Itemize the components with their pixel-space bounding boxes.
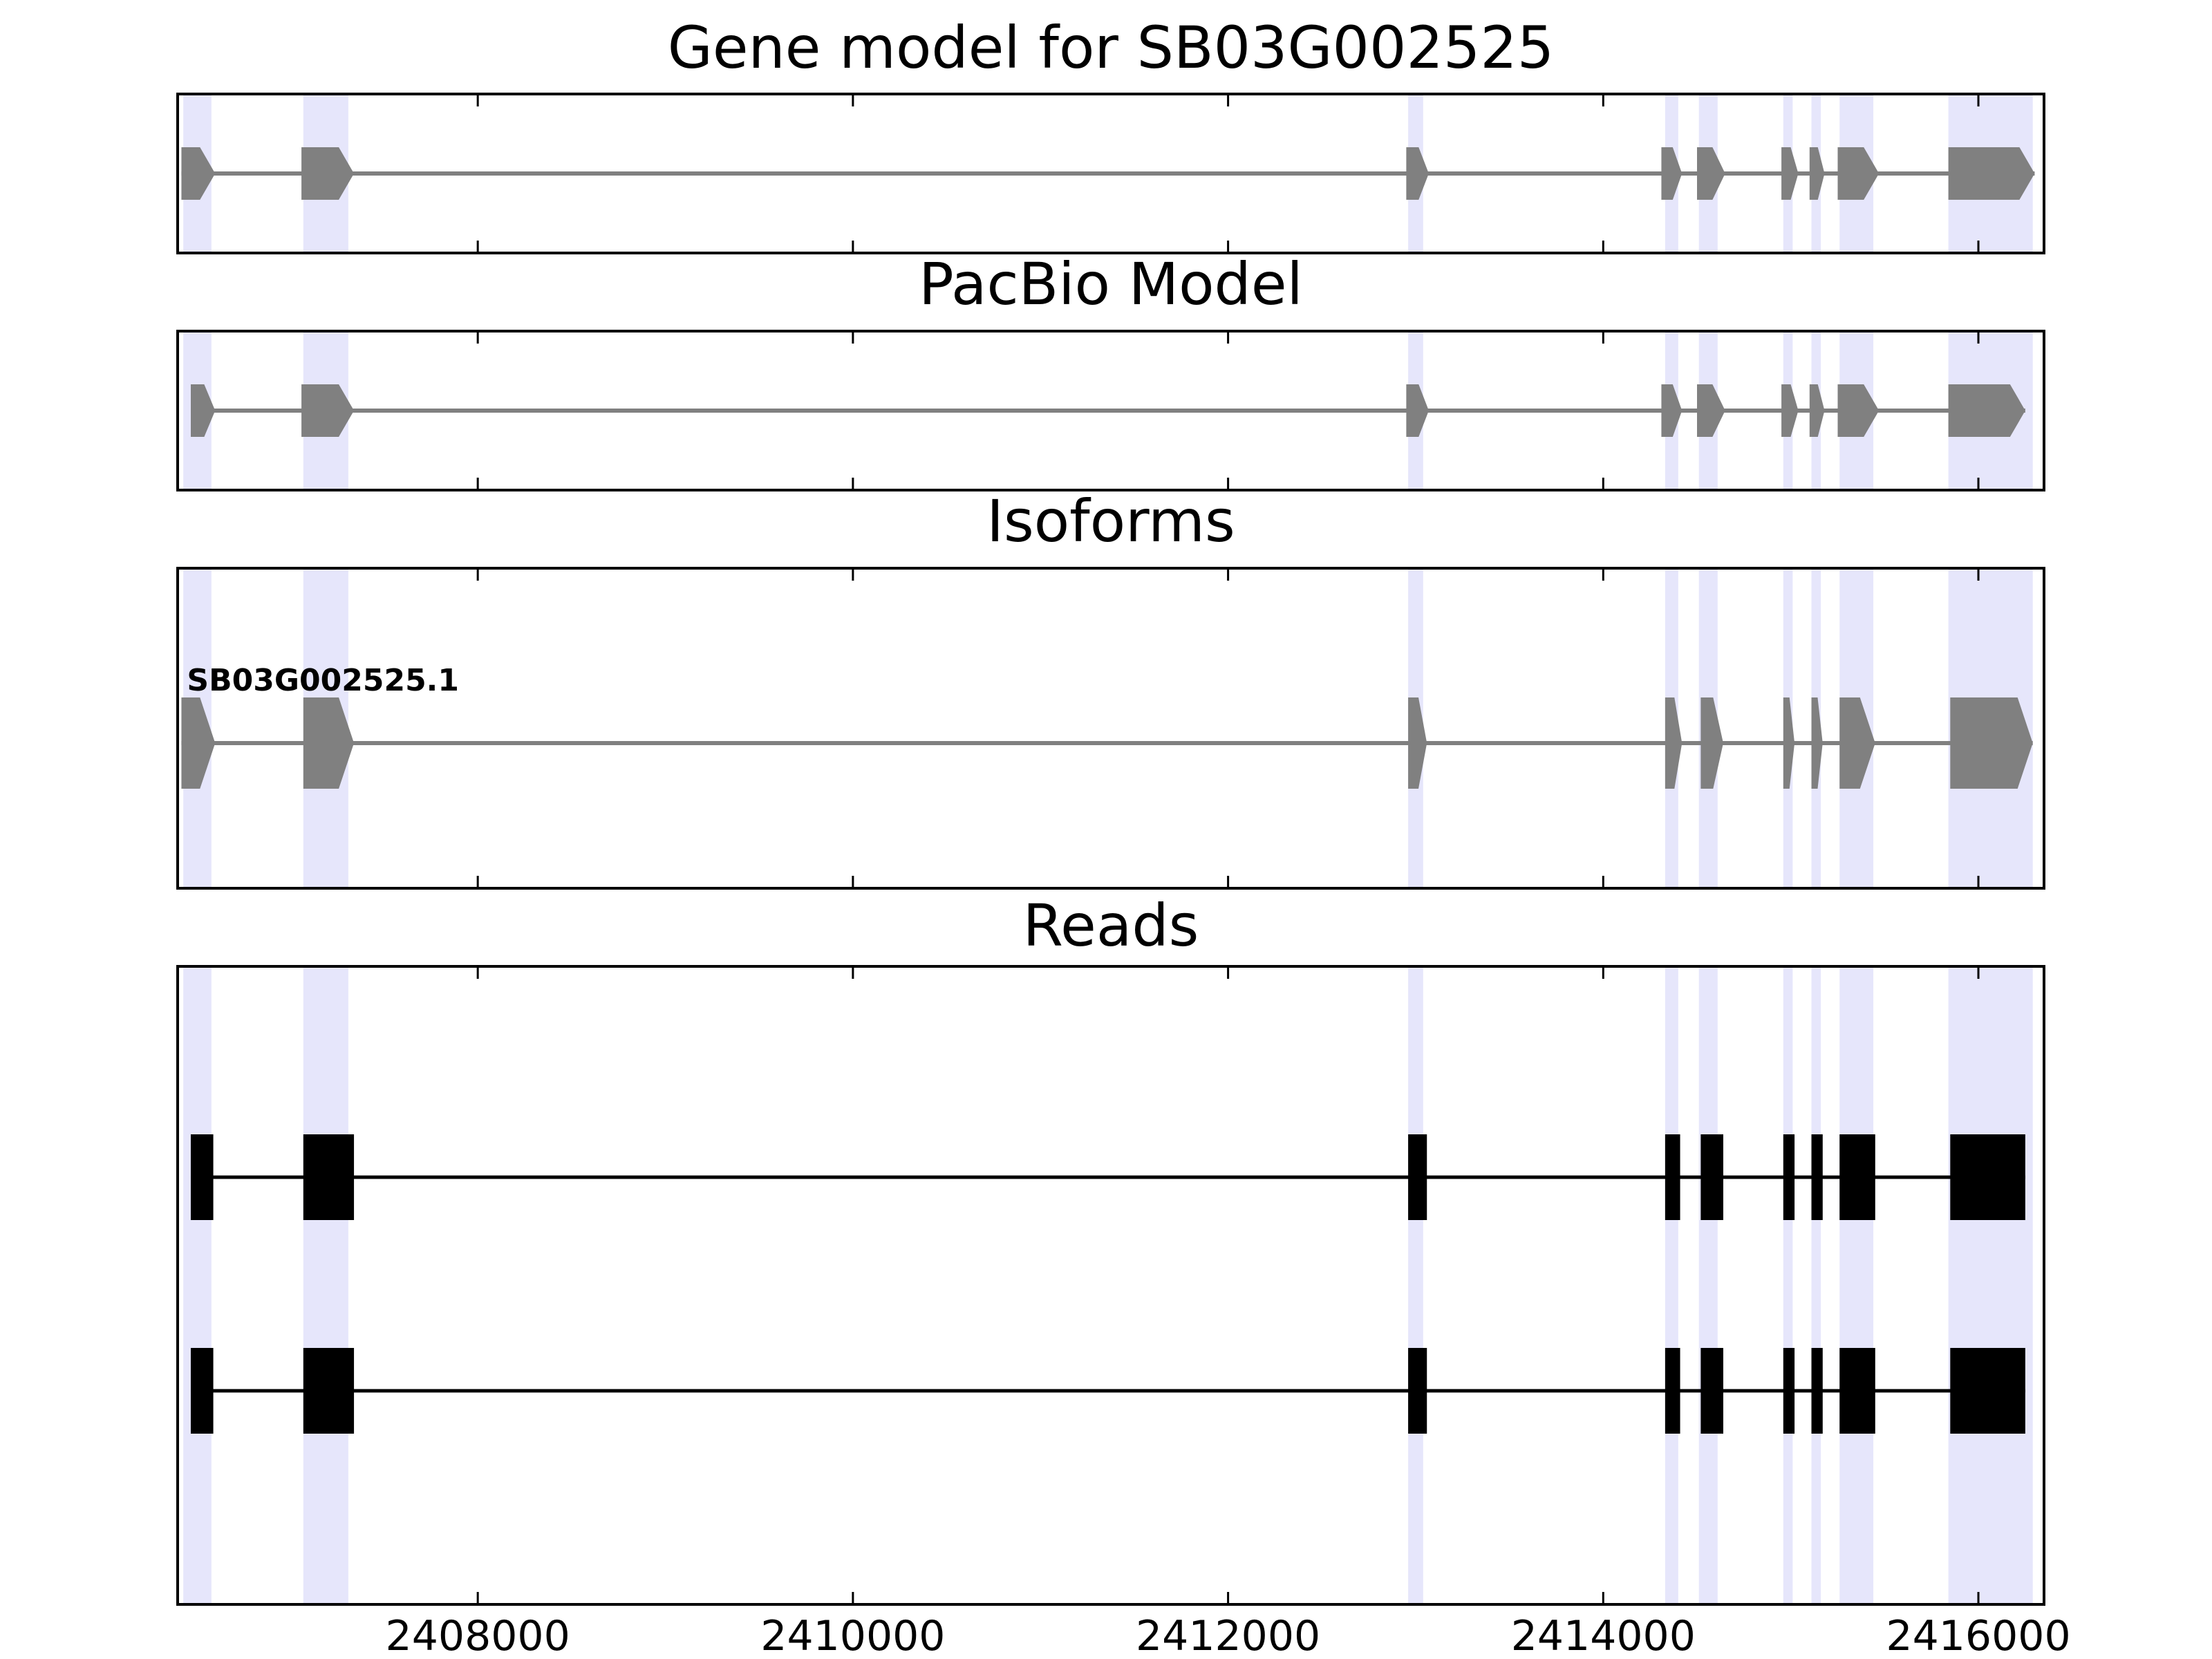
read-exon-block [303,1134,355,1220]
exon-arrow [1783,697,1795,789]
exon-highlight-band [183,966,212,1604]
exon-arrow [1837,147,1880,200]
exon-highlight-band [1408,966,1423,1604]
x-axis: 2408000 2410000 2412000 2414000 2416000 [386,1612,2071,1659]
read-exon-block [1811,1134,1823,1220]
exon-highlight-band [1665,966,1678,1604]
exon-highlight-band [1811,966,1821,1604]
exon-arrow [303,697,355,789]
exon-arrow [1809,384,1825,437]
read-exon-block [1700,1134,1723,1220]
model-row [190,1348,2025,1434]
model-row [190,1134,2025,1220]
exon-highlight-band [303,966,348,1604]
read-exon-block [1950,1134,2025,1220]
exon-arrow [1661,147,1683,200]
x-tick-label: 2416000 [1886,1612,2070,1659]
exon-arrow [1811,697,1823,789]
model-row [190,384,2025,437]
panel-isoforms: Isoforms SB03G002525.1 [176,487,2045,890]
exon-arrow [1948,384,2025,437]
exon-arrow [1700,697,1723,789]
read-exon-block [190,1348,214,1434]
exon-arrow [1839,697,1875,789]
x-tick-label: 2414000 [1511,1612,1696,1659]
panel-title: Gene model for SB03G002525 [668,14,1554,82]
model-row [181,147,2035,200]
exon-arrow [1809,147,1825,200]
panel-pacbio-model: PacBio Model [176,250,2045,491]
read-exon-block [1665,1134,1680,1220]
exon-arrow [190,384,216,437]
read-exon-block [1950,1348,2025,1434]
read-exon-block [190,1134,214,1220]
panel-frame [176,330,2045,491]
read-exon-block [303,1348,355,1434]
read-exon-block [1665,1348,1680,1434]
exon-arrow [181,697,216,789]
x-tick-label: 2408000 [386,1612,570,1659]
exon-arrow [301,384,355,437]
exon-arrow [1781,384,1799,437]
panel-gene-model: Gene model for SB03G002525 [176,14,2045,254]
exon-highlight-band [1783,966,1793,1604]
exon-highlight-band [1698,966,1718,1604]
read-exon-block [1783,1348,1795,1434]
panel-reads: Reads [176,892,2045,1606]
read-exon-block [1839,1348,1875,1434]
exon-arrow [1696,147,1725,200]
model-row: SB03G002525.1 [181,663,2033,789]
panel-frame [176,567,2045,890]
panel-title: PacBio Model [919,250,1303,318]
read-exon-block [1408,1134,1427,1220]
exon-arrow [1781,147,1799,200]
read-exon-block [1839,1134,1875,1220]
read-exon-block [1811,1348,1823,1434]
exon-arrow [1837,384,1880,437]
exon-arrow [1408,697,1427,789]
exon-arrow [1948,147,2035,200]
panel-title: Reads [1023,892,1199,959]
exon-arrow [1696,384,1725,437]
exon-arrow [181,147,216,200]
x-tick-label: 2410000 [760,1612,945,1659]
track-panels: Gene model for SB03G002525 PacBio Model Is… [176,14,2045,1606]
exon-arrow [1406,384,1429,437]
panel-frame [176,965,2045,1606]
x-tick-label: 2412000 [1136,1612,1320,1659]
exon-arrow [1665,697,1683,789]
exon-arrow [301,147,355,200]
panel-frame [176,93,2045,254]
exon-highlight-band [1839,966,1874,1604]
exon-arrow [1406,147,1429,200]
exon-arrow [1950,697,2033,789]
read-exon-block [1783,1134,1795,1220]
read-exon-block [1408,1348,1427,1434]
panel-title: Isoforms [986,487,1235,555]
exon-arrow [1661,384,1683,437]
exon-highlight-band [1948,966,2033,1604]
isoform-label: SB03G002525.1 [187,663,459,698]
read-exon-block [1700,1348,1723,1434]
